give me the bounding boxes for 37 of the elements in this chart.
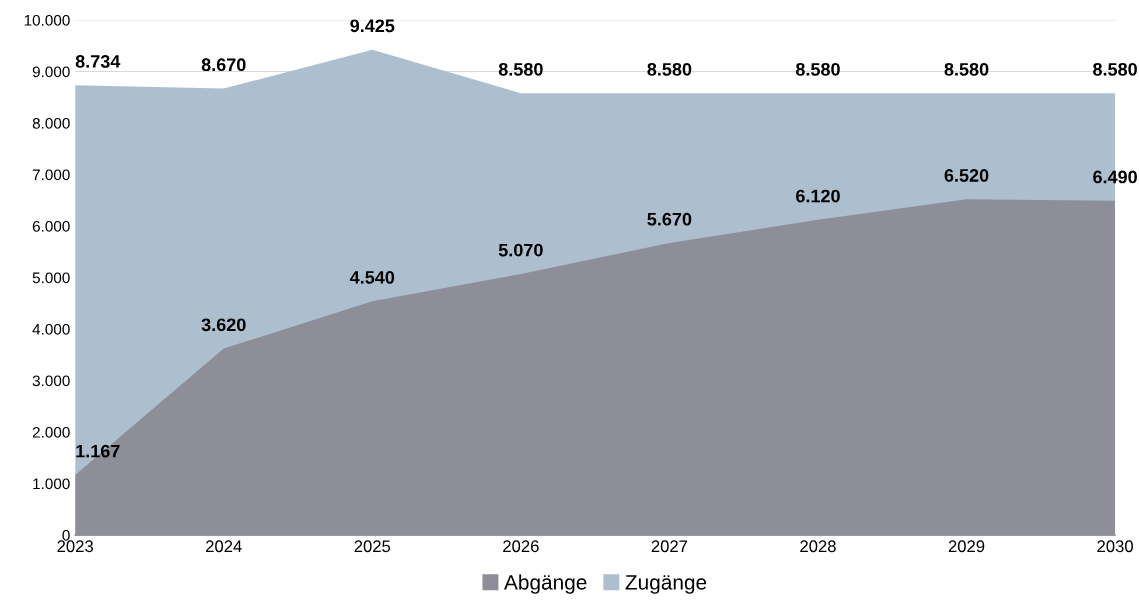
- data-label: 8.670: [201, 58, 246, 72]
- y-tick-label: 4.000: [32, 323, 70, 335]
- data-label: 9.425: [350, 19, 395, 33]
- y-tick-label: 8.000: [32, 117, 70, 129]
- y-tick-label: 7.000: [32, 169, 70, 181]
- y-tick-label: 3.000: [32, 375, 70, 387]
- y-tick-label: 6.000: [32, 220, 70, 232]
- data-label: 8.580: [498, 62, 543, 76]
- y-tick-label: 2.000: [32, 426, 70, 438]
- x-tick-label: 2024: [206, 540, 242, 553]
- data-label: 6.120: [796, 189, 840, 203]
- legend-label: Abgänge: [504, 574, 587, 594]
- x-tick-label: 2028: [800, 540, 836, 553]
- data-label: 8.580: [944, 62, 989, 76]
- y-tick-label: 5.000: [32, 272, 70, 284]
- x-tick-label: 2026: [503, 540, 539, 553]
- data-label: 8.580: [795, 62, 840, 76]
- x-tick-label: 2029: [948, 540, 985, 553]
- y-tick-label: 0: [62, 529, 70, 541]
- data-label: 5.070: [498, 243, 543, 257]
- x-tick-label: 2030: [1097, 540, 1133, 553]
- x-tick-label: 2027: [651, 540, 688, 553]
- data-label: 8.580: [647, 62, 692, 76]
- y-tick-label: 10.000: [24, 14, 70, 26]
- data-label: 1.167: [76, 444, 120, 458]
- data-label: 8.580: [1093, 62, 1137, 76]
- y-tick-label: 1.000: [33, 478, 70, 490]
- y-tick-label: 9.000: [32, 66, 70, 78]
- data-label: 5.670: [647, 212, 692, 226]
- data-label: 4.540: [349, 271, 395, 284]
- data-label: 3.620: [201, 318, 246, 332]
- data-label: 6.520: [944, 169, 989, 182]
- data-label: 6.490: [1093, 170, 1137, 184]
- x-tick-label: 2025: [354, 540, 391, 553]
- legend-label: Zugänge: [625, 575, 707, 594]
- x-tick-label: 2023: [57, 540, 93, 553]
- data-label: 8.734: [75, 55, 121, 68]
